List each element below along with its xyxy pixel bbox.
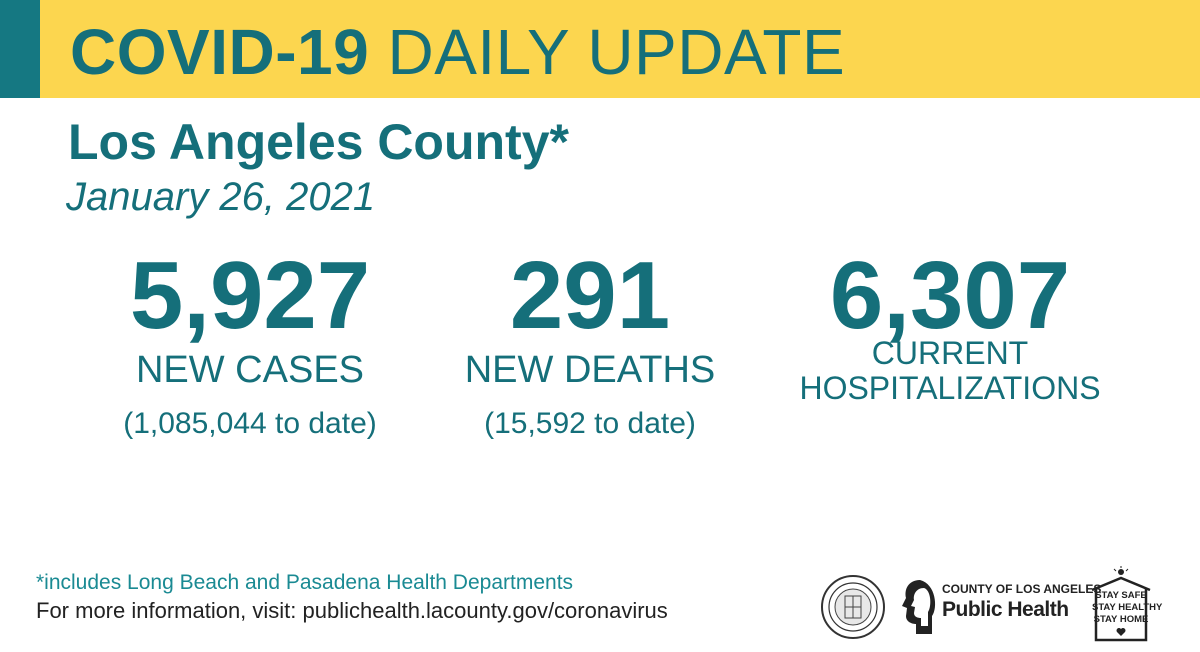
- deaths-to-date: (15,592 to date): [484, 407, 696, 440]
- public-health-big-text: Public Health: [942, 598, 1069, 621]
- stay-safe-logo: STAY SAFE STAY HEALTHY STAY HOME: [1088, 566, 1163, 642]
- house-outline-icon: [1091, 566, 1151, 642]
- stat-new-deaths: 291 NEW DEATHS (15,592 to date): [440, 246, 740, 442]
- stay-line-1: STAY SAFE: [1095, 590, 1147, 601]
- more-info-text: For more information, visit: publichealt…: [36, 598, 668, 623]
- new-cases-label: NEW CASES: [135, 349, 365, 391]
- title-rest: DAILY UPDATE: [369, 16, 846, 88]
- title-banner: [0, 0, 1200, 98]
- stat-current-hospitalizations: 6,307 CURRENT HOSPITALIZATIONS: [770, 242, 1130, 407]
- stat-new-cases: 5,927 NEW CASES (1,085,044 to date): [100, 246, 400, 442]
- county-name: Los Angeles County*: [68, 114, 569, 170]
- new-deaths-number: 291: [509, 242, 671, 349]
- stay-line-2: STAY HEALTHY: [1092, 602, 1163, 613]
- new-cases-number: 5,927: [129, 242, 371, 349]
- public-health-logo: COUNTY OF LOS ANGELES Public Health: [898, 576, 1101, 636]
- title-strong: COVID-19: [70, 16, 370, 88]
- hospitalizations-label-line1: CURRENT: [871, 335, 1029, 371]
- page-title: COVID-19 DAILY UPDATE: [70, 12, 845, 92]
- new-deaths-label: NEW DEATHS: [464, 349, 716, 391]
- report-date: January 26, 2021: [66, 175, 376, 219]
- banner-accent-bar: [0, 0, 40, 98]
- county-seal-icon: [821, 575, 885, 639]
- public-health-small-text: COUNTY OF LOS ANGELES: [942, 582, 1102, 596]
- profile-heads-icon: [902, 580, 936, 634]
- stay-line-3: STAY HOME: [1093, 614, 1149, 625]
- hospitalizations-label-line2: HOSPITALIZATIONS: [799, 370, 1101, 406]
- stay-safe-text: STAY SAFE STAY HEALTHY STAY HOME: [1092, 590, 1163, 626]
- hospitalizations-number: 6,307: [829, 242, 1071, 349]
- footnote: *includes Long Beach and Pasadena Health…: [36, 571, 574, 594]
- cases-to-date: (1,085,044 to date): [123, 407, 377, 440]
